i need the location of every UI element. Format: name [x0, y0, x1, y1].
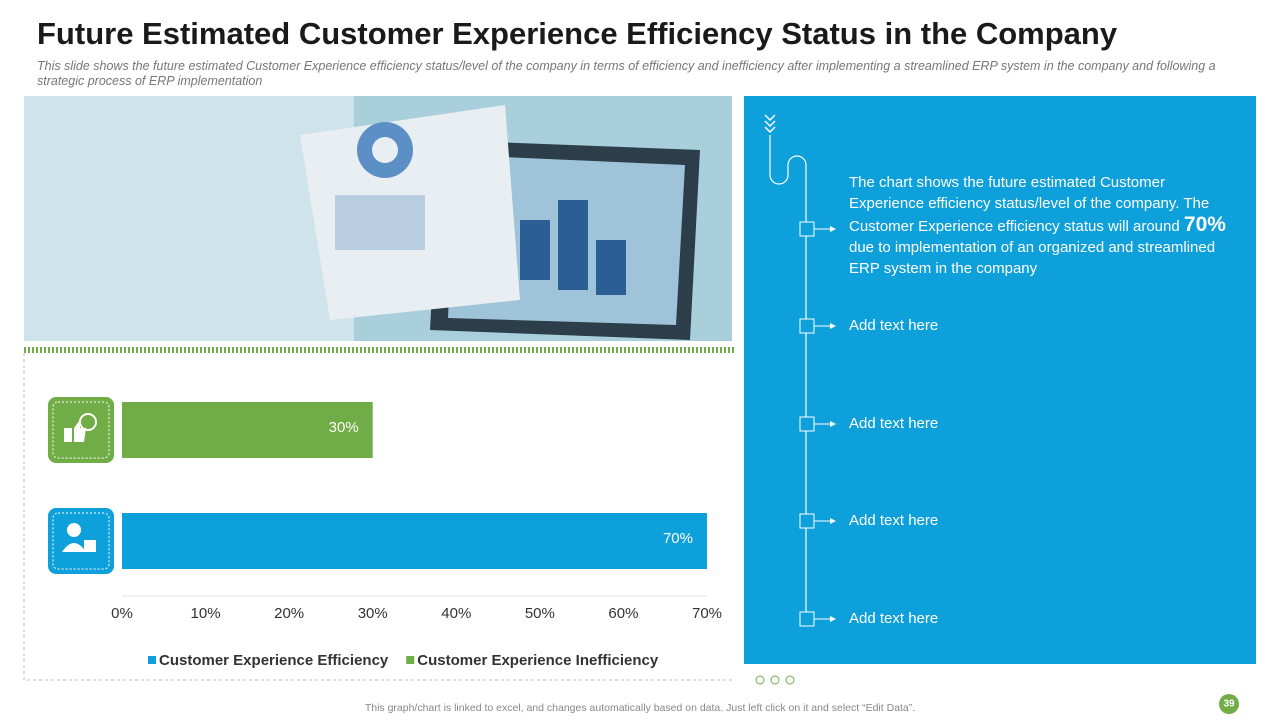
photo-donut-hole: [372, 137, 398, 163]
timeline-node: [799, 611, 815, 627]
panel-text: due to implementation of an organized an…: [849, 239, 1216, 277]
icon-thumb: [64, 420, 86, 442]
x-tick-label: 20%: [274, 605, 304, 622]
icon-thumb: [84, 540, 96, 552]
legend-label: Customer Experience Efficiency: [159, 652, 389, 669]
icon-bubble: [79, 413, 97, 431]
dot: [770, 675, 780, 685]
connector-arrow: [830, 323, 836, 329]
bar: [122, 402, 373, 458]
icon-body: [62, 543, 86, 552]
x-tick-label: 0%: [111, 605, 133, 622]
page-badge: [1219, 694, 1239, 714]
timeline-node: [799, 221, 815, 237]
panel-item: Add text here: [849, 415, 939, 432]
x-tick-label: 60%: [608, 605, 638, 622]
icon-border: [52, 512, 110, 570]
photo-part: [24, 96, 354, 341]
x-tick-label: 40%: [441, 605, 471, 622]
panel-item: Add text here: [849, 317, 939, 334]
connector-arrow: [830, 226, 836, 232]
slide-subtitle: This slide shows the future estimated Cu…: [37, 59, 1216, 88]
chart-frame: [23, 353, 735, 681]
legend-swatch: [406, 656, 415, 664]
icon-head: [67, 523, 81, 537]
panel-text: The chart shows the future estimated Cus…: [849, 174, 1210, 235]
x-tick-label: 10%: [191, 605, 221, 622]
dot: [785, 675, 795, 685]
connector-arrow: [830, 421, 836, 427]
icon-box: [48, 508, 114, 574]
connector-arrow: [830, 616, 836, 622]
value-label: 30%: [329, 419, 359, 436]
page-number: 39: [1223, 699, 1235, 710]
photo-bar: [558, 200, 588, 290]
chevrons: [764, 114, 776, 134]
timeline-node: [799, 318, 815, 334]
connector-arrow: [830, 518, 836, 524]
icon-border: [52, 401, 110, 459]
value-label: 70%: [663, 530, 693, 547]
panel-item: Add text here: [849, 512, 939, 529]
footer-note: This graph/chart is linked to excel, and…: [364, 702, 916, 714]
dot: [755, 675, 765, 685]
panel-item: Add text here: [849, 610, 939, 627]
photo-bar: [596, 240, 626, 295]
bar: [122, 513, 707, 569]
info-panel: [744, 96, 1256, 664]
legend-swatch: [148, 656, 156, 664]
legend-label: Customer Experience Inefficiency: [417, 652, 659, 669]
photo-table: [335, 195, 425, 250]
panel-highlight: 70%: [1183, 213, 1226, 236]
slide-title: Future Estimated Customer Experience Eff…: [37, 16, 1118, 51]
timeline-node: [799, 416, 815, 432]
timeline: [769, 135, 807, 620]
timeline-node: [799, 513, 815, 529]
photo-bar: [520, 220, 550, 280]
x-tick-label: 50%: [525, 605, 555, 622]
panel-paragraph: The chart shows the future estimated Cus…: [849, 172, 1239, 279]
x-tick-label: 70%: [692, 605, 722, 622]
x-tick-label: 30%: [358, 605, 388, 622]
